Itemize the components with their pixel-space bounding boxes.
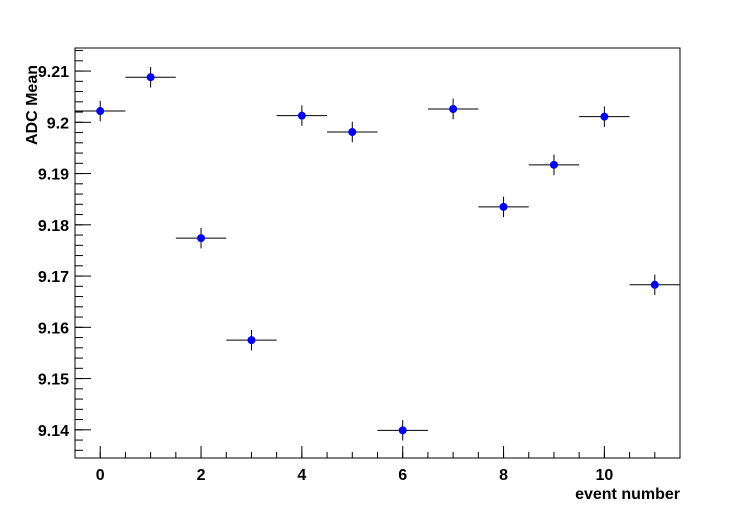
data-point-group xyxy=(579,106,630,127)
data-point xyxy=(197,234,206,243)
x-tick-label: 2 xyxy=(197,467,206,484)
x-tick-label: 6 xyxy=(398,467,407,484)
data-point xyxy=(146,73,155,82)
x-axis-tick-labels: 0 2 4 6 8 10 xyxy=(96,467,614,484)
data-point-group xyxy=(276,105,328,126)
data-point-group xyxy=(226,329,277,351)
data-point-group xyxy=(528,154,580,176)
data-point-group xyxy=(327,121,378,143)
data-points xyxy=(75,66,680,441)
data-point-group xyxy=(427,98,479,120)
y-axis-ticks xyxy=(75,50,91,451)
y-tick-label: 9.21 xyxy=(38,64,69,81)
y-tick-label: 9.14 xyxy=(38,423,69,440)
data-point xyxy=(96,107,105,116)
x-axis-ticks xyxy=(74,446,681,458)
x-tick-label: 10 xyxy=(595,467,613,484)
data-point xyxy=(348,128,357,137)
x-tick-label: 0 xyxy=(96,467,105,484)
y-tick-label: 9.18 xyxy=(38,218,69,235)
data-point-group xyxy=(478,196,529,218)
y-tick-label: 9.2 xyxy=(47,115,69,132)
x-tick-label: 8 xyxy=(499,467,508,484)
data-point xyxy=(549,160,558,169)
data-point-group xyxy=(75,100,126,122)
plot-frame xyxy=(74,47,681,459)
data-point xyxy=(297,111,306,120)
y-tick-label: 9.19 xyxy=(38,167,69,184)
data-point-group xyxy=(125,66,176,88)
data-point-group xyxy=(629,274,680,296)
data-point xyxy=(499,202,508,211)
data-point xyxy=(449,104,458,113)
x-axis-title: event number xyxy=(575,486,680,503)
y-axis-title: ADC Mean xyxy=(24,65,41,145)
data-point xyxy=(650,280,659,289)
y-tick-label: 9.17 xyxy=(38,269,69,286)
y-tick-label: 9.16 xyxy=(38,320,69,337)
data-point-group xyxy=(175,227,227,249)
data-point-group xyxy=(377,420,428,441)
y-tick-label: 9.15 xyxy=(38,372,69,389)
x-tick-label: 4 xyxy=(297,467,306,484)
data-point xyxy=(247,336,256,345)
data-point xyxy=(398,426,407,435)
y-axis-tick-labels: 9.14 9.15 9.16 9.17 9.18 9.19 9.2 9.21 xyxy=(38,64,69,440)
data-point xyxy=(600,112,609,121)
